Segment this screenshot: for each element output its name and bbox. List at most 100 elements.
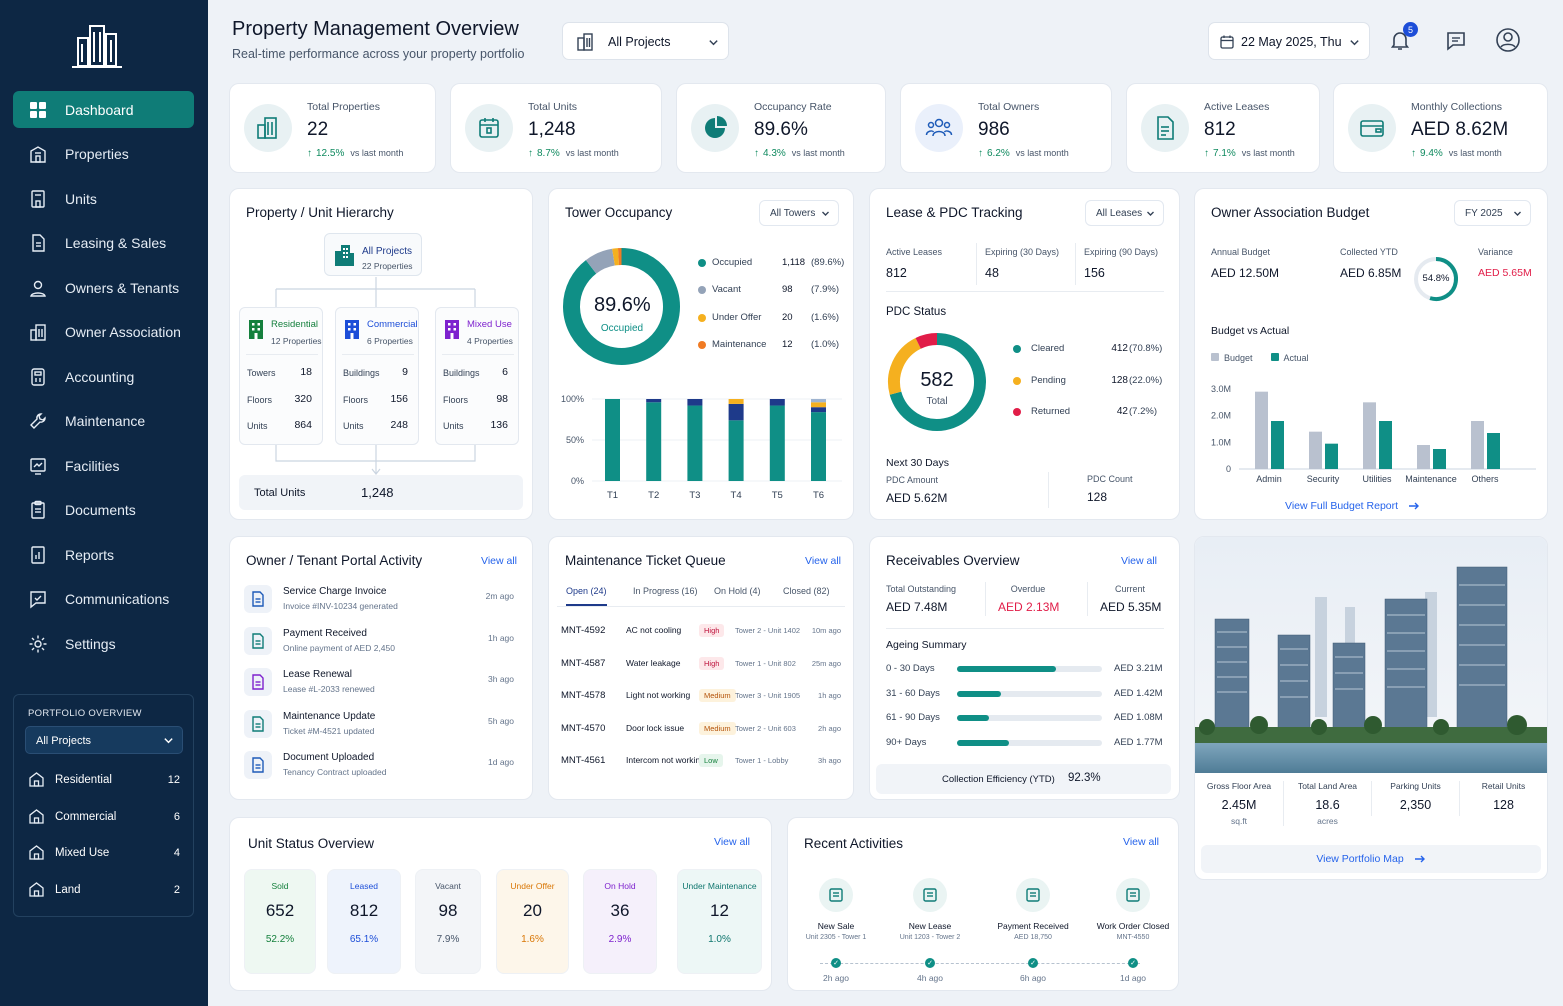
kpi-card-total-owners[interactable]: Total Owners 986 ↑ 6.2% vs last month <box>900 83 1112 173</box>
receivables-view-all[interactable]: View all <box>1121 555 1157 567</box>
y-tick-label: 1.0M <box>1211 437 1231 447</box>
sidebar-item-maintenance[interactable]: Maintenance <box>13 403 194 440</box>
activity-item[interactable]: Maintenance Update Ticket #M-4521 updated… <box>244 708 520 744</box>
project-select[interactable]: All Projects <box>562 22 729 60</box>
chevron-down-icon <box>1349 37 1360 48</box>
lease-filter-select[interactable]: All Leases <box>1085 200 1164 226</box>
sidebar-item-documents[interactable]: Documents <box>13 492 194 529</box>
kpi-trend: ↑ 7.1% vs last month <box>1204 148 1295 159</box>
x-tick-label: T2 <box>648 490 659 501</box>
branch-row-value: 136 <box>490 419 508 431</box>
sidebar-item-owners-tenants[interactable]: Owners & Tenants <box>13 269 194 306</box>
sidebar-item-dashboard[interactable]: Dashboard <box>13 91 194 128</box>
portfolio-project-select[interactable]: All Projects <box>25 726 183 754</box>
x-tick-label: T4 <box>731 490 742 501</box>
tower-legend-pct: (7.9%) <box>811 284 839 296</box>
sidebar-item-owner-association[interactable]: Owner Association <box>13 314 194 351</box>
ticket-tab-2[interactable]: On Hold (4) <box>714 586 761 604</box>
hierarchy-title: Property / Unit Hierarchy <box>246 205 394 220</box>
hierarchy-branch-mixed-use[interactable]: Mixed Use 4 Properties Buildings 6 Floors 98 U… <box>435 307 519 445</box>
ticket-queue-view-all[interactable]: View all <box>805 555 841 567</box>
hierarchy-branch-residential[interactable]: Residential 12 Properties Towers 18 Floors 32… <box>239 307 323 445</box>
portfolio-item-count: 12 <box>167 774 180 786</box>
ageing-bar-fill <box>957 666 1056 672</box>
tower-bar-T4-occupied <box>728 420 744 481</box>
unit-status-tile-on-hold[interactable]: On Hold 36 2.9% <box>583 869 657 974</box>
kpi-card-active-leases[interactable]: Active Leases 812 ↑ 7.1% vs last month <box>1126 83 1320 173</box>
portfolio-item-commercial[interactable]: Commercial 6 <box>28 808 180 828</box>
kpi-card-monthly-collections[interactable]: Monthly Collections AED 8.62M ↑ 9.4% vs last… <box>1333 83 1548 173</box>
view-portfolio-map-link[interactable]: View Portfolio Map <box>1201 845 1541 873</box>
ticket-tab-1[interactable]: In Progress (16) <box>633 586 698 604</box>
ticket-row[interactable]: MNT-4592 AC not cooling High Tower 2 - Unit… <box>561 623 847 643</box>
unit-status-tile-under-maintenance[interactable]: Under Maintenance 12 1.0% <box>677 869 762 974</box>
hierarchy-branch-commercial[interactable]: Commercial 6 Properties Buildings 9 Floors 15… <box>335 307 419 445</box>
sidebar-item-facilities[interactable]: Facilities <box>13 447 194 484</box>
ticket-tab-0[interactable]: Open (24) <box>566 586 607 606</box>
ticket-row[interactable]: MNT-4570 Door lock issue Medium Tower 2 - U… <box>561 721 847 741</box>
fy-select-value: FY 2025 <box>1465 207 1503 219</box>
ticket-row[interactable]: MNT-4578 Light not working Medium Tower 3 -… <box>561 688 847 708</box>
y-tick-label: 0% <box>571 476 584 486</box>
portal-activity-view-all[interactable]: View all <box>481 555 517 567</box>
kpi-card-occupancy-rate[interactable]: Occupancy Rate 89.6% ↑ 4.3% vs last month <box>676 83 886 173</box>
sidebar-item-properties[interactable]: Properties <box>13 136 194 173</box>
ticket-id: MNT-4570 <box>561 722 606 734</box>
kpi-trend-value: 4.3% <box>763 148 786 159</box>
kpi-card-total-units[interactable]: Total Units 1,248 ↑ 8.7% vs last month <box>450 83 662 173</box>
recent-time: 4h ago <box>917 973 943 983</box>
ticket-row[interactable]: MNT-4561 Intercom not working Low Tower 1 -… <box>561 753 847 773</box>
kpi-trend: ↑ 9.4% vs last month <box>1411 148 1502 159</box>
unit-status-tile-vacant[interactable]: Vacant 98 7.9% <box>415 869 481 974</box>
unit-status-tile-sold[interactable]: Sold 652 52.2% <box>244 869 316 974</box>
activity-item[interactable]: Service Charge Invoice Invoice #INV-10234… <box>244 583 520 619</box>
tower-bar-T1-occupied <box>605 399 620 481</box>
hierarchy-connectors <box>275 277 476 475</box>
portfolio-skyline-image <box>1195 537 1547 773</box>
ticket-row[interactable]: MNT-4587 Water leakage High Tower 1 - Unit … <box>561 656 847 676</box>
kpi-card-total-properties[interactable]: Total Properties 22 ↑ 12.5% vs last month <box>229 83 436 173</box>
sidebar-item-settings[interactable]: Settings <box>13 625 194 662</box>
portfolio-item-mixed-use[interactable]: Mixed Use 4 <box>28 844 180 864</box>
sidebar-item-label: Communications <box>65 591 170 607</box>
activity-item[interactable]: Payment Received Online payment of AED 2,… <box>244 625 520 661</box>
portfolio-item-residential[interactable]: Residential 12 <box>28 771 180 791</box>
sidebar-item-label: Maintenance <box>65 413 146 429</box>
sidebar-item-leasing-sales[interactable]: Leasing & Sales <box>13 225 194 262</box>
date-picker[interactable]: 22 May 2025, Thu <box>1208 22 1370 60</box>
branch-row-label: Buildings <box>443 368 480 378</box>
tower-bar-T5-vacant <box>769 399 785 406</box>
tower-filter-select[interactable]: All Towers <box>759 200 839 226</box>
activity-item[interactable]: Lease Renewal Lease #L-2033 renewed 3h ago <box>244 666 520 702</box>
budget-bar-others-budget <box>1471 421 1484 469</box>
notification-button[interactable]: 5 <box>1388 22 1418 54</box>
activity-sub: Tenancy Contract uploaded <box>283 767 387 777</box>
unit-status-tile-under-offer[interactable]: Under Offer 20 1.6% <box>496 869 569 974</box>
activity-item[interactable]: Document Uploaded Tenancy Contract upload… <box>244 749 520 785</box>
activity-time: 1h ago <box>488 632 514 643</box>
fy-select[interactable]: FY 2025 <box>1454 200 1531 226</box>
sidebar-item-label: Settings <box>65 635 116 652</box>
pdc-legend-pct: (7.2%) <box>1129 406 1157 417</box>
unit-status-view-all[interactable]: View all <box>714 836 750 848</box>
sidebar-item-label: Units <box>65 190 97 207</box>
profile-button[interactable] <box>1495 27 1521 53</box>
kpi-trend-value: 6.2% <box>987 148 1010 159</box>
sidebar-item-communications[interactable]: Communications <box>13 581 194 618</box>
ticket-tab-label: In Progress (16) <box>633 586 698 596</box>
ageing-value: AED 1.77M <box>1114 736 1163 748</box>
sidebar-item-reports[interactable]: Reports <box>13 536 194 573</box>
users-icon <box>28 278 48 298</box>
page-title: Property Management Overview <box>232 18 519 40</box>
messages-button[interactable] <box>1444 29 1468 53</box>
hierarchy-root-node[interactable]: All Projects 22 Properties <box>324 233 422 276</box>
x-tick-label: T3 <box>689 490 700 501</box>
sidebar-item-units[interactable]: Units <box>13 180 194 217</box>
view-budget-report-link[interactable]: View Full Budget Report <box>1285 500 1420 512</box>
ticket-tab-3[interactable]: Closed (82) <box>783 586 830 604</box>
unit-status-tile-leased[interactable]: Leased 812 65.1% <box>327 869 401 974</box>
recent-activities-view-all[interactable]: View all <box>1123 836 1159 848</box>
budget-title: Owner Association Budget <box>1211 205 1370 220</box>
sidebar-item-accounting[interactable]: Accounting <box>13 358 194 395</box>
portfolio-item-land[interactable]: Land 2 <box>28 881 180 901</box>
